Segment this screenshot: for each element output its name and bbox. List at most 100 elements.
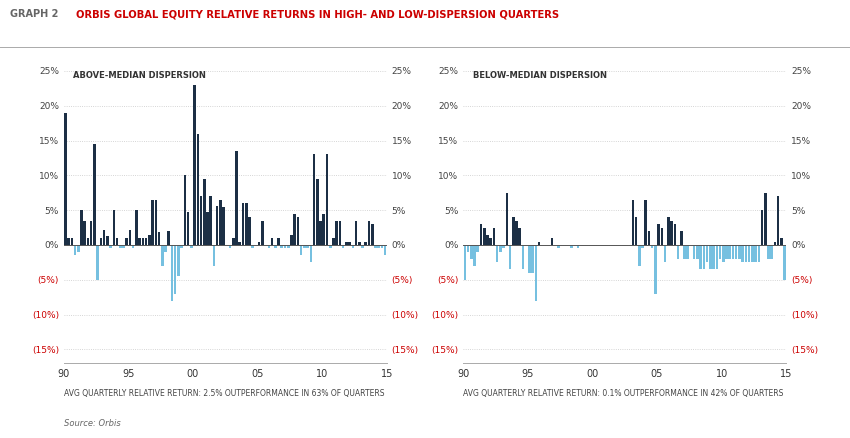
Bar (119, 245, 122, 249)
Text: AVG QUARTERLY RELATIVE RETURN: 2.5% OUTPERFORMANCE IN 63% OF QUARTERS: AVG QUARTERLY RELATIVE RETURN: 2.5% OUTP… (64, 388, 384, 397)
Text: (10%): (10%) (791, 311, 819, 319)
Bar (751, 245, 754, 263)
Bar (187, 212, 190, 245)
Bar (326, 155, 328, 245)
Bar (290, 235, 292, 245)
Bar (696, 245, 699, 259)
Bar (167, 232, 170, 245)
Bar (271, 238, 274, 245)
Bar (725, 245, 728, 259)
Bar (719, 245, 722, 259)
Text: Source: Orbis: Source: Orbis (64, 418, 121, 427)
Text: 10%: 10% (439, 171, 458, 180)
Bar (371, 225, 373, 245)
Bar (184, 176, 186, 245)
Bar (703, 245, 705, 270)
Bar (216, 207, 218, 245)
Bar (248, 218, 251, 245)
Bar (358, 242, 360, 245)
Bar (535, 245, 537, 301)
Bar (74, 245, 76, 256)
Bar (722, 245, 724, 263)
Bar (748, 245, 751, 263)
Bar (128, 230, 131, 245)
Bar (203, 180, 206, 245)
Text: 25%: 25% (439, 67, 458, 76)
Bar (716, 245, 718, 270)
Bar (180, 245, 183, 249)
Bar (352, 245, 354, 249)
Bar (712, 245, 715, 270)
Bar (245, 204, 247, 245)
Bar (148, 235, 150, 245)
Bar (738, 245, 740, 259)
Bar (477, 245, 479, 252)
Text: (5%): (5%) (791, 276, 813, 285)
Bar (531, 245, 534, 273)
Text: 5%: 5% (44, 206, 59, 215)
Bar (493, 228, 496, 245)
Text: (10%): (10%) (392, 311, 419, 319)
Bar (110, 245, 112, 249)
Bar (518, 228, 521, 245)
Bar (770, 245, 773, 259)
Bar (368, 221, 371, 245)
Text: 25%: 25% (791, 67, 811, 76)
Bar (761, 211, 763, 245)
Text: AVG QUARTERLY RELATIVE RETURN: 0.1% OUTPERFORMANCE IN 42% OF QUARTERS: AVG QUARTERLY RELATIVE RETURN: 0.1% OUTP… (463, 388, 784, 397)
Text: 20%: 20% (39, 102, 59, 111)
Bar (483, 228, 485, 245)
Text: (10%): (10%) (431, 311, 458, 319)
Bar (687, 245, 689, 259)
Bar (106, 237, 109, 245)
Bar (774, 242, 776, 245)
Bar (322, 214, 325, 245)
Text: 20%: 20% (392, 102, 411, 111)
Bar (660, 228, 663, 245)
Bar (144, 238, 147, 245)
Bar (274, 245, 276, 249)
Bar (207, 212, 209, 245)
Bar (219, 200, 222, 245)
Bar (229, 245, 231, 249)
Bar (732, 245, 734, 259)
Bar (671, 221, 673, 245)
Bar (664, 245, 666, 263)
Bar (316, 180, 319, 245)
Bar (648, 232, 650, 245)
Text: (15%): (15%) (431, 345, 458, 354)
Bar (122, 245, 125, 249)
Text: 10%: 10% (39, 171, 59, 180)
Bar (777, 197, 779, 245)
Bar (309, 245, 312, 263)
Text: 15%: 15% (392, 137, 411, 146)
Text: (5%): (5%) (392, 276, 413, 285)
Bar (177, 245, 179, 277)
Bar (287, 245, 290, 249)
Bar (132, 245, 134, 249)
Bar (528, 245, 530, 273)
Text: 20%: 20% (439, 102, 458, 111)
Bar (700, 245, 702, 270)
Bar (657, 225, 660, 245)
Bar (142, 238, 145, 245)
Bar (67, 238, 70, 245)
Bar (77, 245, 80, 252)
Text: 0%: 0% (444, 241, 458, 250)
Bar (277, 238, 280, 245)
Bar (223, 207, 225, 245)
Text: 20%: 20% (791, 102, 811, 111)
Bar (171, 245, 173, 301)
Bar (212, 245, 215, 266)
Bar (64, 113, 66, 245)
Bar (551, 238, 553, 245)
Bar (651, 245, 654, 249)
Bar (381, 245, 383, 249)
Bar (332, 238, 335, 245)
Bar (258, 243, 260, 245)
Bar (506, 193, 508, 245)
Bar (361, 245, 364, 249)
Bar (112, 211, 115, 245)
Bar (284, 245, 286, 249)
Bar (320, 221, 322, 245)
